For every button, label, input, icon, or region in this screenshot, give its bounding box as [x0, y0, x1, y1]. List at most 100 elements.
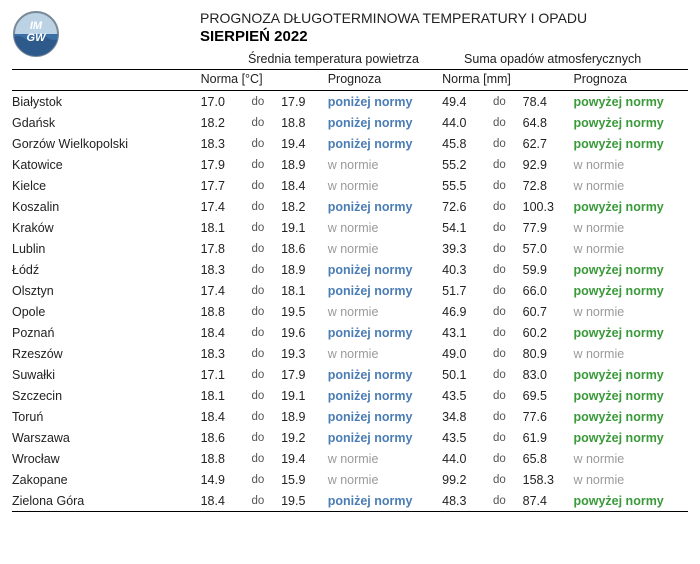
precip-min-cell: 55.2 — [442, 154, 493, 175]
do-cell: do — [251, 364, 281, 385]
table-row: Zielona Góra18.4do19.5poniżej normy48.3d… — [12, 490, 688, 512]
precip-prognoza-cell: powyżej normy — [573, 364, 688, 385]
do-cell: do — [493, 112, 523, 133]
do-cell: do — [493, 175, 523, 196]
do-cell: do — [251, 217, 281, 238]
svg-text:IM: IM — [30, 20, 43, 32]
do-cell: do — [493, 364, 523, 385]
temp-min-cell: 18.4 — [201, 490, 252, 512]
table-row: Opole18.8do19.5w normie46.9do60.7w normi… — [12, 301, 688, 322]
table-row: Szczecin18.1do19.1poniżej normy43.5do69.… — [12, 385, 688, 406]
precip-max-cell: 62.7 — [523, 133, 574, 154]
precip-prognoza-header: Prognoza — [573, 70, 688, 91]
temp-prognoza-cell: poniżej normy — [328, 406, 442, 427]
temp-max-cell: 19.5 — [281, 490, 328, 512]
table-row: Kraków18.1do19.1w normie54.1do77.9w norm… — [12, 217, 688, 238]
do-cell: do — [251, 196, 281, 217]
do-cell: do — [493, 301, 523, 322]
city-cell: Toruń — [12, 406, 201, 427]
table-row: Kielce17.7do18.4w normie55.5do72.8w norm… — [12, 175, 688, 196]
city-cell: Lublin — [12, 238, 201, 259]
do-cell: do — [493, 196, 523, 217]
precip-max-cell: 60.7 — [523, 301, 574, 322]
city-cell: Kielce — [12, 175, 201, 196]
precip-max-cell: 100.3 — [523, 196, 574, 217]
temp-max-cell: 18.9 — [281, 259, 328, 280]
table-row: Rzeszów18.3do19.3w normie49.0do80.9w nor… — [12, 343, 688, 364]
temp-max-cell: 18.8 — [281, 112, 328, 133]
precip-max-cell: 83.0 — [523, 364, 574, 385]
temp-prognoza-cell: poniżej normy — [328, 385, 442, 406]
city-cell: Zakopane — [12, 469, 201, 490]
header: IM GW PROGNOZA DŁUGOTERMINOWA TEMPERATUR… — [12, 8, 688, 70]
city-cell: Łódź — [12, 259, 201, 280]
do-cell: do — [251, 91, 281, 113]
table-row: Olsztyn17.4do18.1poniżej normy51.7do66.0… — [12, 280, 688, 301]
precip-prognoza-cell: w normie — [573, 448, 688, 469]
temp-prognoza-cell: poniżej normy — [328, 490, 442, 512]
precip-prognoza-cell: w normie — [573, 238, 688, 259]
precip-min-cell: 43.5 — [442, 385, 493, 406]
precip-min-cell: 43.5 — [442, 427, 493, 448]
precip-prognoza-cell: powyżej normy — [573, 280, 688, 301]
precip-min-cell: 46.9 — [442, 301, 493, 322]
temp-max-cell: 17.9 — [281, 91, 328, 113]
do-cell: do — [251, 238, 281, 259]
precip-min-cell: 40.3 — [442, 259, 493, 280]
temp-prognoza-cell: poniżej normy — [328, 322, 442, 343]
precip-max-cell: 66.0 — [523, 280, 574, 301]
svg-text:GW: GW — [27, 32, 48, 44]
do-cell: do — [251, 385, 281, 406]
do-cell: do — [493, 427, 523, 448]
temp-max-cell: 19.1 — [281, 217, 328, 238]
temp-prognoza-cell: poniżej normy — [328, 91, 442, 113]
temp-min-cell: 18.3 — [201, 133, 252, 154]
temp-prognoza-cell: w normie — [328, 343, 442, 364]
city-cell: Poznań — [12, 322, 201, 343]
forecast-table-container: IM GW PROGNOZA DŁUGOTERMINOWA TEMPERATUR… — [0, 0, 700, 516]
do-cell: do — [493, 406, 523, 427]
do-cell: do — [251, 133, 281, 154]
temp-prognoza-cell: w normie — [328, 448, 442, 469]
precip-max-cell: 158.3 — [523, 469, 574, 490]
temp-max-cell: 17.9 — [281, 364, 328, 385]
do-cell: do — [493, 238, 523, 259]
precip-max-cell: 92.9 — [523, 154, 574, 175]
temp-prognoza-cell: poniżej normy — [328, 196, 442, 217]
main-title: PROGNOZA DŁUGOTERMINOWA TEMPERATURY I OP… — [200, 8, 688, 26]
precip-min-cell: 49.0 — [442, 343, 493, 364]
table-row: Warszawa18.6do19.2poniżej normy43.5do61.… — [12, 427, 688, 448]
temp-prognoza-cell: poniżej normy — [328, 427, 442, 448]
do-cell: do — [251, 154, 281, 175]
precip-min-cell: 54.1 — [442, 217, 493, 238]
header-table: Średnia temperatura powietrza Suma opadó… — [70, 49, 688, 69]
precip-prognoza-cell: powyżej normy — [573, 385, 688, 406]
precip-max-cell: 61.9 — [523, 427, 574, 448]
do-cell: do — [493, 259, 523, 280]
temp-min-cell: 17.9 — [201, 154, 252, 175]
precip-min-cell: 50.1 — [442, 364, 493, 385]
do-cell: do — [251, 448, 281, 469]
precip-min-cell: 43.1 — [442, 322, 493, 343]
do-cell: do — [251, 343, 281, 364]
temp-prognoza-cell: poniżej normy — [328, 112, 442, 133]
do-cell: do — [493, 343, 523, 364]
do-cell: do — [493, 133, 523, 154]
do-cell: do — [493, 490, 523, 512]
table-row: Toruń18.4do18.9poniżej normy34.8do77.6po… — [12, 406, 688, 427]
precip-max-cell: 77.6 — [523, 406, 574, 427]
temp-min-cell: 18.6 — [201, 427, 252, 448]
temp-max-cell: 19.2 — [281, 427, 328, 448]
temp-max-cell: 18.9 — [281, 154, 328, 175]
do-cell: do — [251, 490, 281, 512]
temp-max-cell: 18.2 — [281, 196, 328, 217]
precip-prognoza-cell: powyżej normy — [573, 406, 688, 427]
temp-prognoza-cell: poniżej normy — [328, 133, 442, 154]
precip-prognoza-cell: w normie — [573, 469, 688, 490]
do-cell: do — [493, 91, 523, 113]
city-cell: Kraków — [12, 217, 201, 238]
precip-max-cell: 60.2 — [523, 322, 574, 343]
temp-max-cell: 18.6 — [281, 238, 328, 259]
temp-min-cell: 17.8 — [201, 238, 252, 259]
precip-max-cell: 87.4 — [523, 490, 574, 512]
